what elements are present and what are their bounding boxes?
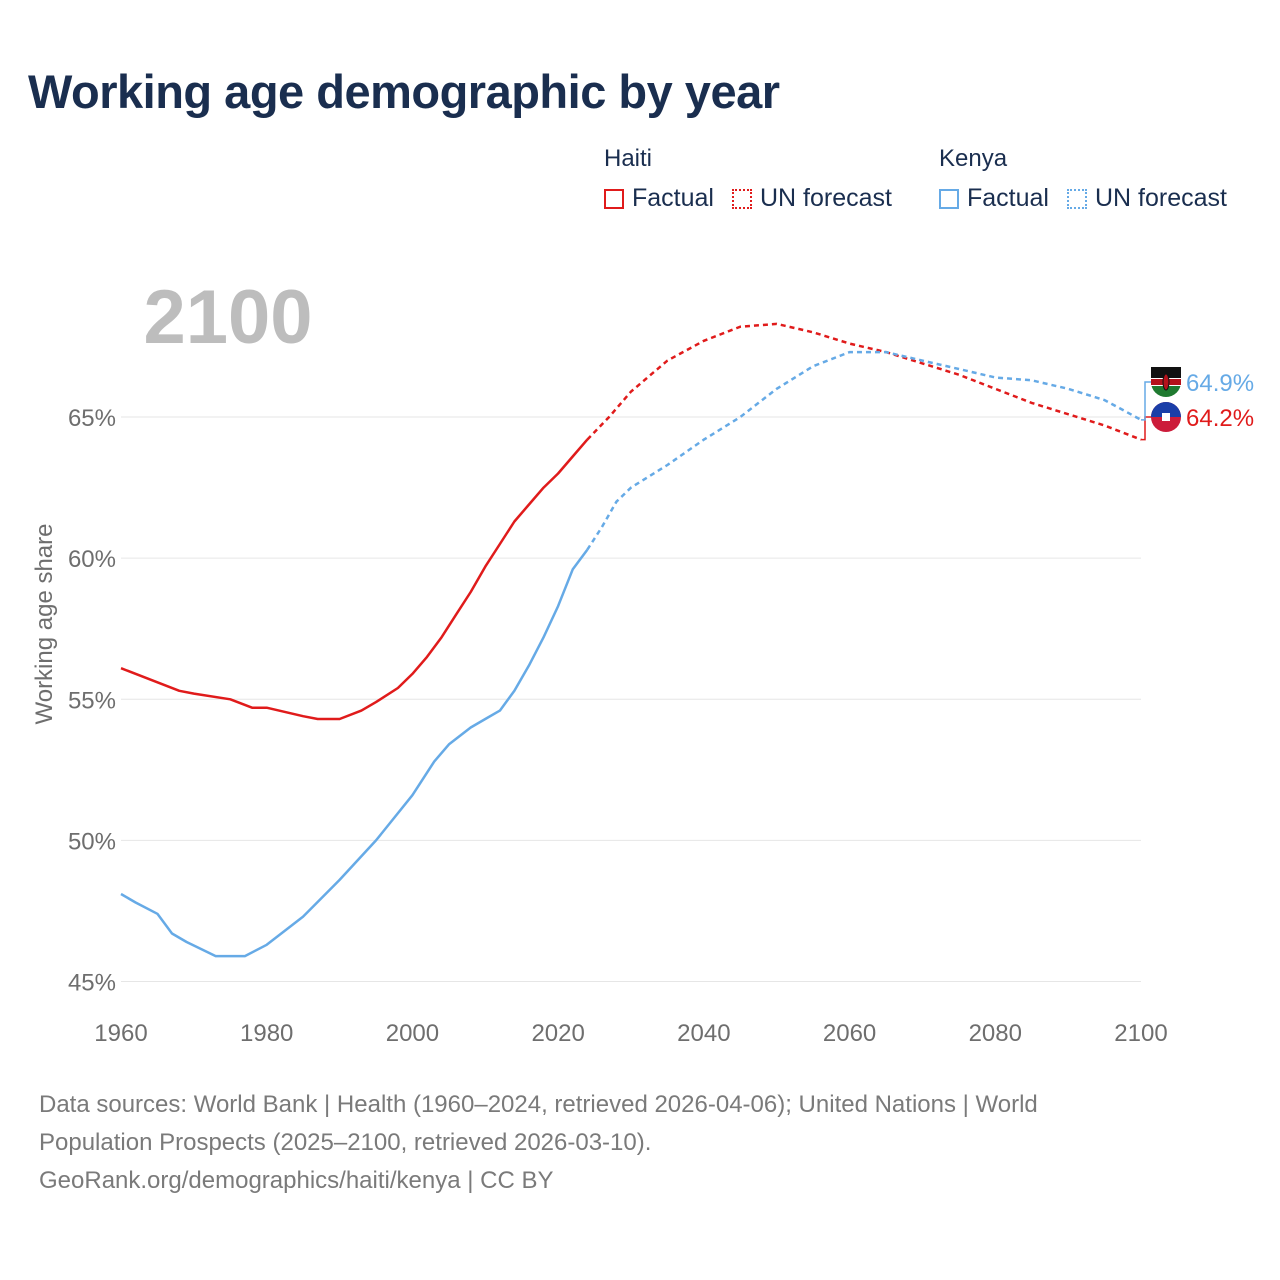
flag-blue-half (1151, 402, 1181, 417)
y-axis-label: Working age share (31, 524, 58, 725)
x-tick-label: 2040 (677, 1020, 730, 1047)
sources-line-3[interactable]: GeoRank.org/demographics/haiti/kenya | C… (39, 1167, 554, 1194)
grid-layer: 45% 50% 55% 60% 65% 1960 1980 2000 2020 2040 2060 2… (68, 405, 1168, 1047)
x-tick-label: 2080 (969, 1020, 1022, 1047)
x-tick-label: 1980 (240, 1020, 293, 1047)
y-tick-label: 45% (68, 970, 116, 997)
flag-icon-haiti (1151, 402, 1181, 432)
series-line-kenya-factual (120, 548, 589, 958)
series-line-haiti-factual (120, 438, 589, 721)
y-tick-label: 60% (68, 546, 116, 573)
x-tick-label: 2060 (823, 1020, 876, 1047)
legend-label: UN forecast (759, 184, 892, 212)
series-layer (120, 322, 1142, 958)
legend-group-title: Haiti (604, 145, 653, 172)
flag-shield (1162, 373, 1170, 391)
legend-group-haiti: Haiti Factual UN forecast (604, 144, 910, 213)
legend-label: Factual (632, 184, 714, 212)
sources-line-1: Data sources: World Bank | Health (1960–… (39, 1091, 1038, 1118)
chart-title: Working age demographic by year (28, 65, 780, 118)
year-watermark: 2100 (143, 275, 312, 360)
end-connector (1141, 381, 1153, 421)
legend-swatch-solid (604, 188, 624, 209)
legend-item-kenya-factual[interactable]: Factual (939, 184, 1049, 213)
legend-item-kenya-forecast[interactable]: UN forecast (1066, 184, 1227, 213)
legend-item-haiti-factual[interactable]: Factual (604, 184, 714, 213)
y-tick-label: 50% (68, 828, 116, 855)
marker-layer: 64.2% 64.9% (1141, 367, 1254, 441)
y-tick-label: 55% (68, 687, 116, 714)
series-line-kenya-forecast (586, 350, 1142, 551)
legend-swatch-solid (939, 188, 959, 209)
x-tick-label: 2020 (531, 1020, 584, 1047)
line-chart: 45% 50% 55% 60% 65% 1960 1980 2000 2020 2040 2060 2… (31, 275, 1254, 1047)
legend-label: UN forecast (1094, 184, 1227, 212)
legend-group-kenya: Kenya Factual UN forecast (939, 144, 1227, 213)
legend-group-title: Kenya (939, 145, 1008, 172)
legend-swatch-dotted (731, 188, 752, 209)
sources-line-2: Population Prospects (2025–2100, retriev… (39, 1129, 652, 1156)
x-tick-label: 2000 (386, 1020, 439, 1047)
flag-emblem (1162, 413, 1170, 421)
y-tick-label: 65% (68, 405, 116, 432)
series-line-haiti-forecast (586, 322, 1142, 441)
data-sources: Data sources: World Bank | Health (1960–… (39, 1086, 1239, 1200)
end-value-label: 64.9% (1186, 370, 1254, 397)
legend-item-haiti-forecast[interactable]: UN forecast (731, 184, 892, 213)
legend-label: Factual (967, 184, 1049, 212)
end-value-label: 64.2% (1186, 405, 1254, 432)
x-tick-label: 1960 (94, 1020, 147, 1047)
legend-swatch-dotted (1066, 188, 1087, 209)
x-tick-label: 2100 (1114, 1020, 1167, 1047)
flag-black-band (1151, 367, 1181, 379)
end-connector (1141, 416, 1153, 441)
flag-icon-kenya (1151, 367, 1181, 397)
